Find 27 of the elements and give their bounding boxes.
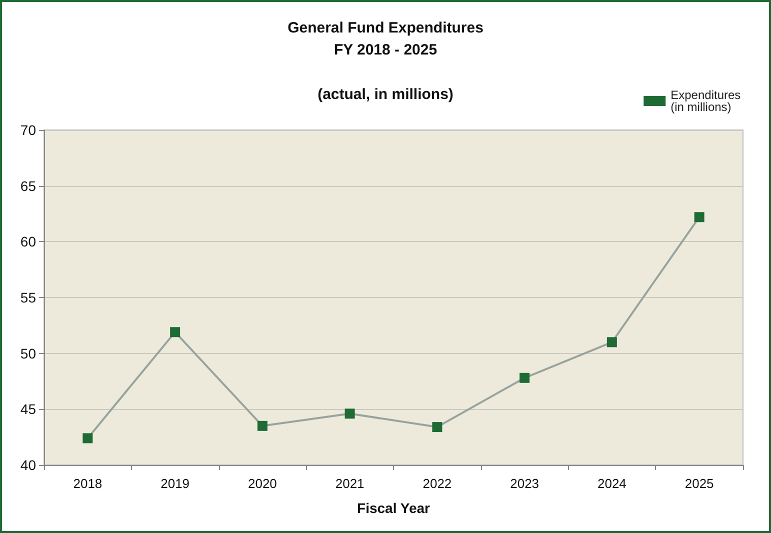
point bbox=[520, 372, 530, 383]
x-tick-label: 2023 bbox=[510, 476, 540, 491]
point bbox=[344, 408, 355, 419]
x-tick-label: 2019 bbox=[160, 476, 190, 491]
point bbox=[257, 420, 268, 431]
x-tick-label: 2022 bbox=[422, 476, 452, 491]
point bbox=[170, 327, 180, 338]
y-tick-label: 50 bbox=[20, 345, 36, 362]
point bbox=[606, 337, 617, 348]
legend-label: Expenditures (in millions) bbox=[670, 88, 744, 114]
x-tick-label: 2020 bbox=[248, 476, 277, 491]
y-tick-label: 45 bbox=[20, 401, 36, 418]
y-tick-label: 55 bbox=[20, 290, 36, 306]
y-tick-label: 65 bbox=[20, 178, 36, 194]
x-tick-label: 2024 bbox=[597, 476, 626, 491]
x-axis-title: Fiscal Year bbox=[357, 500, 431, 516]
chart-subtitle: (actual, in millions) bbox=[318, 86, 454, 103]
chart-title: General Fund Expenditures FY 2018 - 2025 bbox=[288, 20, 484, 58]
y-tick-label: 40 bbox=[20, 457, 36, 473]
y-tick-label: 70 bbox=[20, 122, 36, 138]
x-tick-label: 2025 bbox=[684, 476, 714, 491]
point bbox=[82, 433, 93, 444]
x-tick-label: 2018 bbox=[73, 476, 102, 491]
point bbox=[694, 212, 704, 222]
y-tick-label: 60 bbox=[20, 234, 36, 250]
point bbox=[432, 422, 442, 432]
x-tick-label: 2021 bbox=[335, 476, 364, 491]
